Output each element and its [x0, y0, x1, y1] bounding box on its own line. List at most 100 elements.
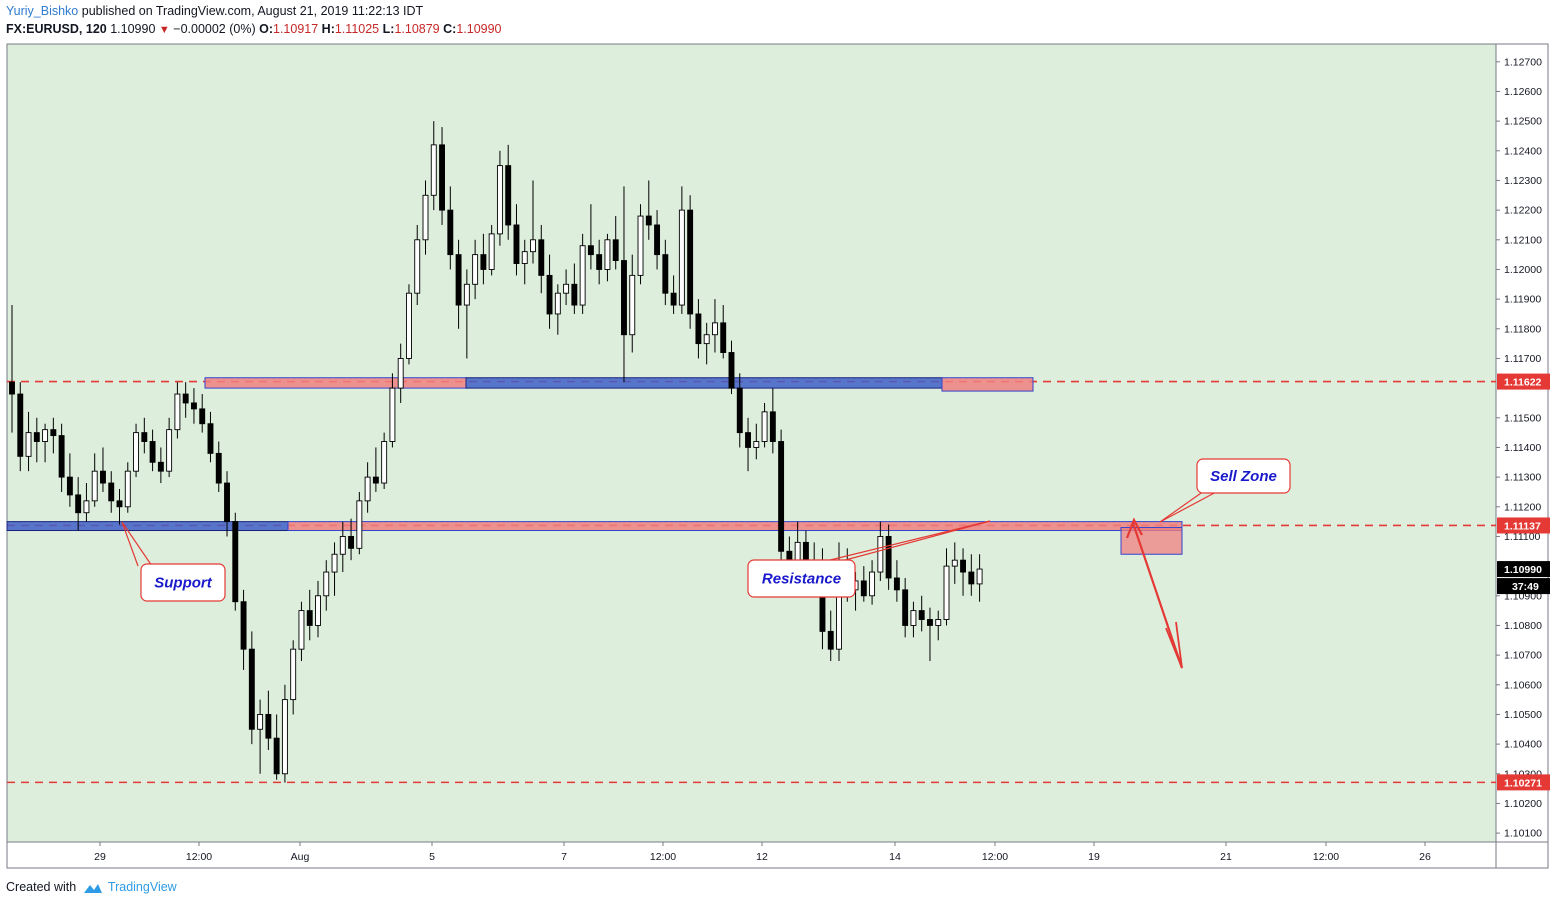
resistance-zone	[941, 377, 1034, 392]
price-tick-label: 1.11900	[1504, 294, 1541, 306]
candle-body	[199, 408, 206, 425]
candle	[306, 589, 313, 641]
author-link[interactable]: Yuriy_Bishko	[6, 4, 79, 18]
candle	[331, 542, 338, 596]
price-tag-resistance-mid: 1.11137	[1504, 520, 1541, 532]
price-change: −0.00002 (0%)	[173, 22, 256, 36]
candle	[720, 305, 727, 359]
symbol-label: FX:EURUSD, 120	[6, 22, 107, 36]
candle-body	[306, 610, 313, 626]
candle-body	[513, 224, 520, 264]
candle-body	[637, 215, 644, 276]
candle-body	[736, 387, 743, 434]
price-tick-label: 1.10800	[1504, 620, 1542, 632]
candle-body	[480, 254, 487, 270]
candle	[670, 275, 677, 314]
candle-body	[422, 194, 429, 241]
candle	[621, 186, 627, 383]
footer: Created with TradingView	[6, 880, 177, 894]
candle	[480, 233, 487, 285]
candle-body	[918, 610, 925, 620]
price-tick-label: 1.11200	[1504, 501, 1541, 513]
ohlc-legend: FX:EURUSD, 120 1.10990 ▼ −0.00002 (0%) O…	[6, 22, 502, 36]
price-tick-label: 1.11700	[1504, 353, 1541, 365]
candle	[530, 180, 536, 264]
tradingview-brand[interactable]: TradingView	[107, 880, 177, 894]
candle-body	[885, 535, 892, 579]
tradingview-logo-icon	[83, 883, 102, 893]
price-tag-resistance-mid-bg	[1497, 517, 1550, 534]
candle-body	[860, 580, 867, 597]
candle-body	[778, 441, 785, 552]
candle-body	[33, 432, 40, 442]
candle-body	[364, 476, 371, 502]
price-tick-label: 1.12700	[1504, 56, 1542, 68]
price-tick-label: 1.12500	[1504, 116, 1542, 128]
candle	[612, 216, 619, 270]
support-zone	[6, 521, 289, 532]
price-tag-support-low: 1.10271	[1504, 777, 1542, 789]
candle	[406, 284, 412, 365]
candle-body	[687, 209, 694, 315]
time-tick-label: 12	[756, 851, 768, 863]
price-tick-label: 1.12000	[1504, 264, 1542, 276]
candle-body	[281, 699, 288, 775]
candle-body	[703, 334, 710, 345]
time-tick-label: 12:00	[650, 851, 676, 863]
candle-body	[761, 411, 768, 442]
candle-body	[662, 254, 669, 294]
price-tick-label: 1.11400	[1504, 442, 1541, 454]
open-label: O:	[259, 22, 273, 36]
candle	[455, 239, 462, 329]
candle-body	[240, 601, 247, 650]
resistance-zone	[287, 521, 1183, 532]
candle	[753, 423, 760, 460]
candle	[389, 373, 396, 448]
candle-body	[935, 619, 942, 626]
candle	[290, 640, 297, 715]
price-tick-label: 1.10600	[1504, 679, 1542, 691]
price-tick-label: 1.11300	[1504, 472, 1541, 484]
publish-info: Yuriy_Bishko published on TradingView.co…	[6, 4, 423, 18]
price-tag-resistance-top: 1.11622	[1504, 377, 1542, 389]
time-tick-label: 19	[1088, 851, 1100, 863]
sell-zone	[1120, 527, 1183, 555]
price-tick-label: 1.12300	[1504, 175, 1542, 187]
candle	[488, 224, 495, 276]
callout-label: Support	[154, 575, 212, 592]
candle-body	[546, 274, 553, 315]
callout-pointer	[837, 520, 991, 563]
candle	[414, 224, 421, 306]
close-value: 1.10990	[456, 22, 502, 36]
time-tick-label: 5	[429, 851, 435, 863]
candle	[224, 471, 230, 537]
time-tick-label: 29	[94, 851, 106, 863]
candle-body	[50, 429, 57, 437]
candle	[976, 554, 983, 602]
candle-body	[389, 387, 396, 442]
candle-body	[745, 432, 751, 448]
time-tick-label: 12:00	[982, 851, 1008, 863]
candle-body	[720, 322, 727, 353]
arrow-head-icon	[1125, 517, 1143, 539]
candle-body	[372, 476, 379, 484]
candle-body	[554, 292, 561, 315]
candle	[215, 441, 222, 492]
candle	[769, 388, 776, 454]
candle	[33, 417, 40, 463]
candle	[174, 382, 181, 439]
candle-body	[232, 521, 239, 603]
candle-body	[505, 165, 512, 226]
candle-body	[207, 423, 214, 454]
price-tick-label: 1.10700	[1504, 650, 1542, 662]
callout-box	[140, 563, 226, 602]
candle-body	[976, 568, 983, 585]
candle-body	[91, 470, 98, 502]
candle-body	[224, 482, 230, 523]
candle-body	[621, 260, 627, 336]
candle-body	[157, 461, 164, 472]
candle	[66, 453, 73, 507]
candle-body	[182, 393, 189, 404]
candle	[505, 144, 512, 240]
